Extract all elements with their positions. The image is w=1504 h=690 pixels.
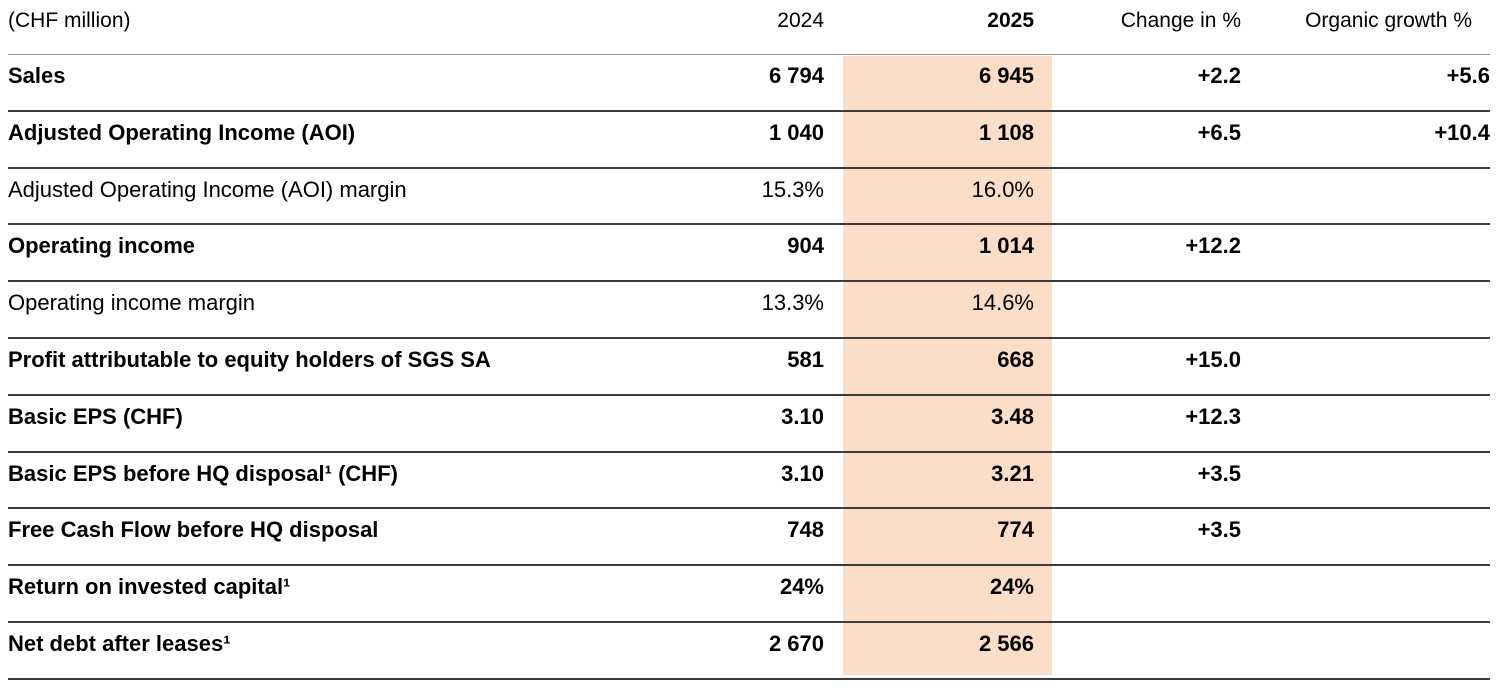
value-organic [1241,280,1490,338]
value-2025: 6 945 [824,53,1052,111]
value-2025: 2 566 [824,620,1052,680]
value-change: +12.3 [1052,393,1241,452]
value-change [1052,620,1241,680]
row-label: Net debt after leases¹ [8,620,648,680]
value-organic [1241,507,1490,566]
financial-highlights-table: (CHF million) 2024 2025 Change in % Orga… [8,0,1490,680]
row-label: Basic EPS before HQ disposal¹ (CHF) [8,450,648,509]
value-organic [1241,564,1490,622]
col-header-2025: 2025 [987,9,1034,32]
row-label: Profit attributable to equity holders of… [8,336,648,395]
unit-label: (CHF million) [8,9,131,32]
value-2025: 3.48 [824,393,1052,452]
value-2024: 13.3% [648,280,824,338]
value-organic [1241,336,1490,395]
value-2024: 1 040 [648,109,824,168]
value-change: +3.5 [1052,450,1241,509]
table-row-basic-eps-before-hq: Basic EPS before HQ disposal¹ (CHF) 3.10… [8,450,1490,509]
value-2024: 3.10 [648,450,824,509]
value-2025: 16.0% [824,166,1052,225]
value-change: +15.0 [1052,336,1241,395]
row-label: Adjusted Operating Income (AOI) [8,109,648,168]
value-change [1052,166,1241,225]
value-2025: 668 [824,336,1052,395]
row-label: Operating income margin [8,280,648,338]
value-organic [1241,450,1490,509]
value-2025: 1 108 [824,109,1052,168]
value-2024: 6 794 [648,53,824,111]
value-2024: 748 [648,507,824,566]
value-change: +6.5 [1052,109,1241,168]
value-2025: 24% [824,564,1052,622]
value-organic [1241,393,1490,452]
value-change [1052,280,1241,338]
table-row-operating-income: Operating income 904 1 014 +12.2 [8,223,1490,282]
table-row-operating-income-margin: Operating income margin 13.3% 14.6% [8,280,1490,338]
value-change: +12.2 [1052,223,1241,282]
value-organic: +10.4 [1241,109,1490,168]
value-organic [1241,166,1490,225]
table-row-aoi: Adjusted Operating Income (AOI) 1 040 1 … [8,109,1490,168]
col-header-2024: 2024 [777,9,824,32]
row-label: Free Cash Flow before HQ disposal [8,507,648,566]
value-2024: 3.10 [648,393,824,452]
col-header-change: Change in % [1120,9,1241,32]
row-label: Sales [8,53,648,111]
value-2025: 3.21 [824,450,1052,509]
value-2024: 24% [648,564,824,622]
header-row: (CHF million) 2024 2025 Change in % Orga… [8,0,1490,54]
value-2025: 1 014 [824,223,1052,282]
value-2024: 15.3% [648,166,824,225]
row-label: Operating income [8,223,648,282]
value-organic [1241,223,1490,282]
value-2025: 14.6% [824,280,1052,338]
value-2024: 2 670 [648,620,824,680]
value-organic: +5.6 [1241,53,1490,111]
value-2024: 904 [648,223,824,282]
value-change: +3.5 [1052,507,1241,566]
col-header-organic: Organic growth % [1305,9,1472,32]
value-change [1052,564,1241,622]
table-row-free-cash-flow: Free Cash Flow before HQ disposal 748 77… [8,507,1490,566]
table-row-aoi-margin: Adjusted Operating Income (AOI) margin 1… [8,166,1490,225]
table-row-sales: Sales 6 794 6 945 +2.2 +5.6 [8,53,1490,111]
table-row-net-debt: Net debt after leases¹ 2 670 2 566 [8,620,1490,680]
row-label: Adjusted Operating Income (AOI) margin [8,166,648,225]
value-change: +2.2 [1052,53,1241,111]
table-row-basic-eps: Basic EPS (CHF) 3.10 3.48 +12.3 [8,393,1490,452]
value-2024: 581 [648,336,824,395]
row-label: Basic EPS (CHF) [8,393,648,452]
value-2025: 774 [824,507,1052,566]
table-row-profit: Profit attributable to equity holders of… [8,336,1490,395]
value-organic [1241,620,1490,680]
row-label: Return on invested capital¹ [8,564,648,622]
table-row-roic: Return on invested capital¹ 24% 24% [8,564,1490,622]
